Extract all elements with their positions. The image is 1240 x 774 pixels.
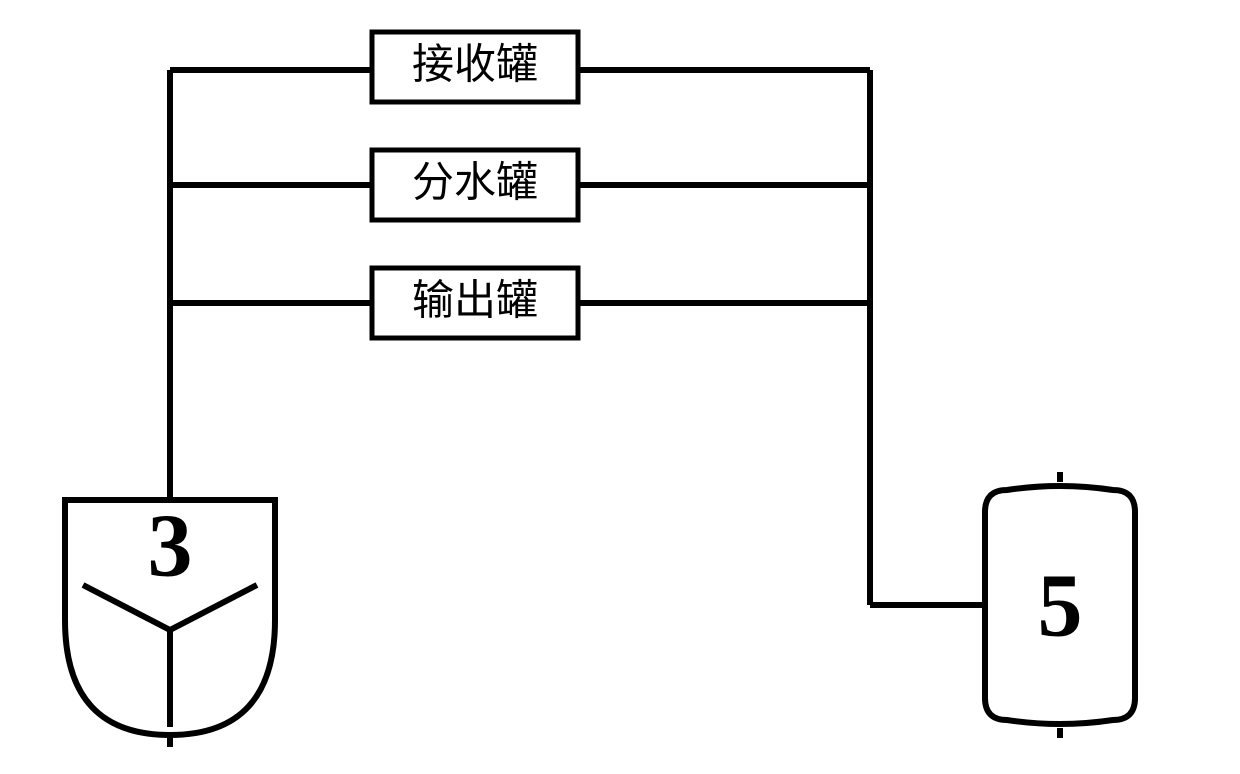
- right-node-label: 5: [1038, 557, 1083, 656]
- box-label-0: 接收罐: [412, 43, 538, 89]
- box-label-2: 输出罐: [412, 279, 538, 325]
- box-label-1: 分水罐: [412, 161, 538, 207]
- left-node-label: 3: [148, 497, 193, 596]
